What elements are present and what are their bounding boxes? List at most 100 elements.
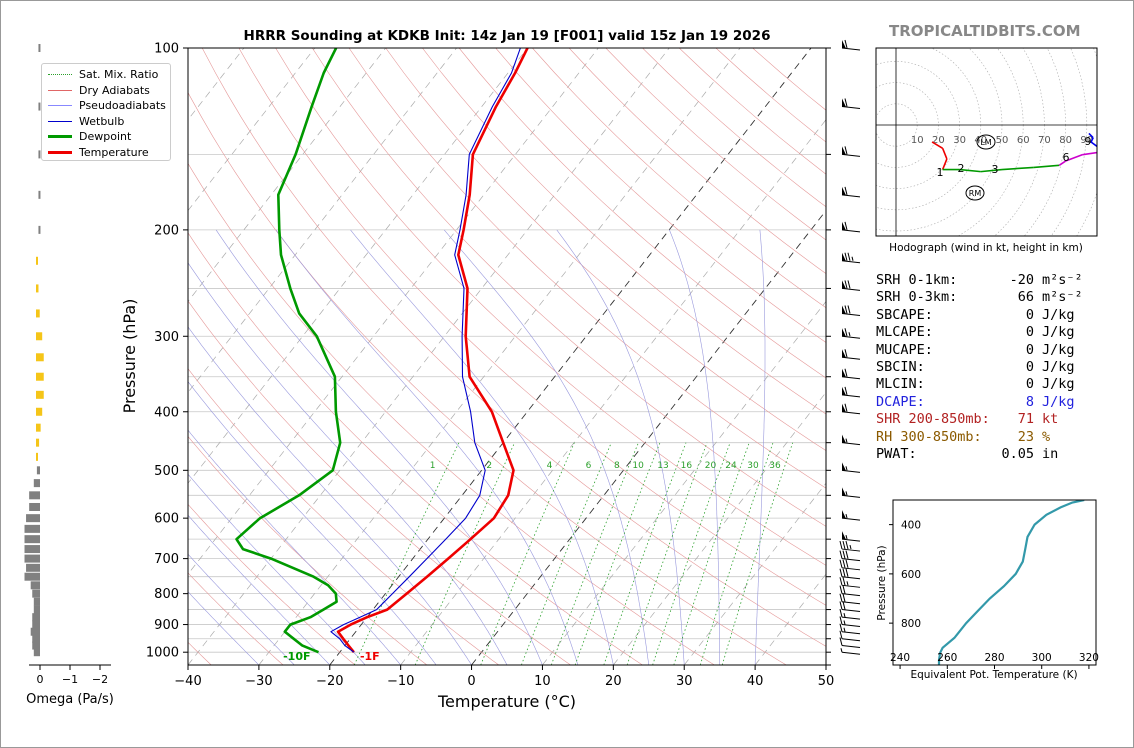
hodograph-segment: [931, 141, 944, 150]
omega-bar: [24, 554, 40, 563]
moist-adiabat: [188, 473, 366, 665]
mixing-ratio-label: 10: [632, 461, 644, 471]
hodograph-caption: Hodograph (wind in kt, height in km): [889, 242, 1083, 254]
mixing-ratio-label: 36: [769, 461, 781, 471]
stat-row: DCAPE: 8 J/kg: [876, 394, 1106, 411]
y-tick-label: 800: [154, 587, 179, 602]
hodograph-ring-label: 50: [996, 135, 1009, 146]
wind-barb: [839, 609, 861, 620]
wind-barb-full: [844, 368, 848, 377]
theta-e-y-tick-label: 400: [901, 520, 921, 532]
wind-barb-half: [840, 648, 843, 653]
wind-barb: [841, 368, 861, 380]
theta-e-y-label: Pressure (hPa): [876, 545, 888, 620]
dry-adiabat: [458, 48, 826, 379]
dry-adiabat: [188, 232, 643, 665]
stat-row: MLCAPE: 0 J/kg: [876, 324, 1106, 341]
wind-barb-full: [839, 559, 843, 568]
stat-row: SRH 0-1km: -20 m²s⁻²: [876, 272, 1106, 289]
stat-value: 0.05: [1001, 445, 1034, 462]
legend-label: Sat. Mix. Ratio: [79, 68, 159, 81]
hodograph-height-label: 6: [1063, 151, 1070, 164]
wind-barb-full: [842, 550, 846, 559]
stat-unit: kt: [1042, 411, 1059, 428]
omega-bar: [36, 466, 40, 475]
stat-label: SBCIN:: [876, 358, 925, 375]
stat-unit: J/kg: [1042, 306, 1075, 323]
wind-barb-full: [839, 609, 843, 618]
hodograph-segment: [1033, 164, 1060, 169]
stat-value: 71: [1017, 411, 1034, 428]
theta-e-x-tick-label: 240: [890, 652, 910, 664]
legend-label: Pseudoadiabats: [79, 99, 166, 112]
stat-label: SHR 200-850mb:: [876, 411, 990, 428]
wind-barb-full: [839, 601, 843, 610]
moist-adiabat: [188, 514, 331, 665]
wind-barb: [840, 648, 861, 655]
dry-adiabat: [238, 48, 826, 606]
wind-barb: [839, 616, 861, 628]
moist-adiabat: [215, 229, 543, 665]
wind-barb-staff: [841, 645, 861, 649]
wind-barb: [841, 98, 861, 110]
dry-adiabat: [348, 48, 826, 489]
hodograph-marker-ring: [965, 185, 985, 201]
mixing-ratio-line: [574, 442, 661, 665]
omega-bar: [38, 225, 41, 234]
omega-bar: [24, 545, 40, 554]
stat-value: 0: [1025, 306, 1034, 323]
wind-barb-flag: [842, 280, 846, 289]
theta-e-y-tick-label: 600: [901, 569, 921, 581]
y-tick-label: 600: [154, 512, 179, 527]
mixing-ratio-label: 20: [705, 461, 717, 471]
stat-row: SBCAPE: 0 J/kg: [876, 307, 1106, 324]
moist-adiabat: [275, 229, 579, 665]
wind-barb: [841, 39, 861, 51]
wind-barb: [839, 585, 861, 597]
wind-barb: [839, 593, 861, 605]
wind-barb-full: [844, 186, 848, 195]
wind-barb-flag: [842, 368, 846, 378]
theta-e-x-tick-label: 260: [937, 652, 957, 664]
wind-barb-full: [839, 593, 843, 602]
wind-barb-flag: [842, 328, 846, 337]
wind-barb-flag: [842, 349, 846, 358]
profile-temperature: [336, 48, 529, 654]
dry-adiabat: [188, 503, 356, 665]
mixing-ratio-line: [603, 442, 687, 665]
wind-barb-full: [844, 403, 848, 412]
omega-bar: [24, 572, 40, 581]
wind-barb-half: [843, 627, 846, 632]
omega-bar: [26, 563, 40, 572]
wind-barb-flag: [842, 221, 846, 231]
moist-adiabat: [350, 229, 614, 665]
omega-tick-label: −2: [92, 673, 108, 686]
mixing-ratio-line: [626, 442, 708, 665]
skew-t-panel: 1 2 4 6 8 10 13 16 20 24 30 36-10F -1F HRRR Sounding…: [0, 28, 861, 711]
mixing-ratio-line: [353, 442, 460, 665]
isotherm-line: [0, 48, 31, 665]
hodograph-ring-label: 20: [932, 135, 945, 146]
stat-unit: m²s⁻²: [1042, 289, 1083, 306]
dry-adiabat: [422, 48, 826, 415]
omega-bar: [32, 641, 40, 650]
wind-barb: [839, 568, 861, 580]
wind-barb-full: [844, 280, 848, 289]
stat-row: PWAT: 0.05 in: [876, 446, 1106, 463]
wind-barb-flag: [842, 305, 846, 314]
omega-bar: [38, 150, 41, 159]
mixing-ratio-label: 30: [747, 461, 759, 471]
hodograph-segment: [1096, 151, 1097, 153]
omega-bar: [38, 102, 41, 111]
wind-barb-staff: [841, 584, 861, 588]
mixing-ratio-line: [414, 442, 515, 665]
omega-bar: [24, 524, 40, 533]
stat-unit: J/kg: [1042, 376, 1075, 393]
omega-bar: [36, 372, 44, 381]
omega-bar: [36, 423, 41, 432]
stat-row: MUCAPE: 0 J/kg: [876, 342, 1106, 359]
wind-barb-full: [839, 577, 843, 586]
wind-barb-staff: [841, 558, 861, 562]
omega-bar: [38, 44, 41, 52]
sounding-stats: SRH 0-1km: -20 m²s⁻² SRH 0-3km: 66 m²s⁻² SBCAP…: [876, 272, 1106, 463]
